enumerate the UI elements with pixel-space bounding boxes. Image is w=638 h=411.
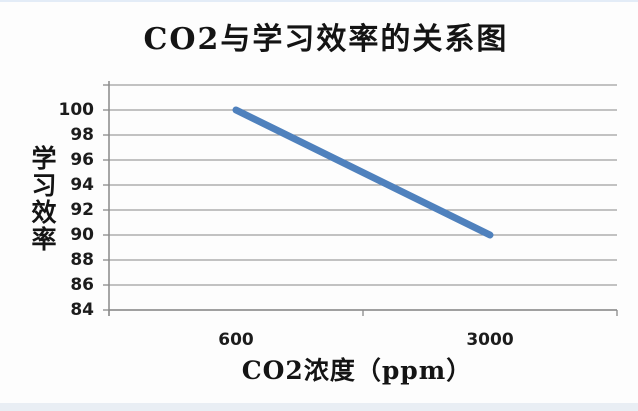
y-tick-label: 86 [70, 275, 94, 295]
y-tick-label: 100 [58, 100, 95, 120]
y-axis-title: 学习效率 [28, 145, 57, 253]
y-tick-label: 96 [70, 150, 94, 170]
y-tick-label: 84 [70, 300, 94, 320]
top-divider [0, 0, 638, 2]
y-tick-label: 94 [70, 175, 94, 195]
y-tick-label: 90 [70, 225, 94, 245]
y-tick-label: 92 [70, 200, 94, 220]
bottom-divider [0, 403, 638, 411]
chart-title: CO2与学习效率的关系图 [143, 22, 509, 57]
x-tick-label: 3000 [466, 330, 514, 350]
x-axis-title: CO2浓度（ppm） [241, 356, 473, 385]
y-tick-label: 98 [70, 125, 94, 145]
x-tick-label: 600 [218, 330, 254, 350]
y-tick-label: 88 [70, 250, 94, 270]
